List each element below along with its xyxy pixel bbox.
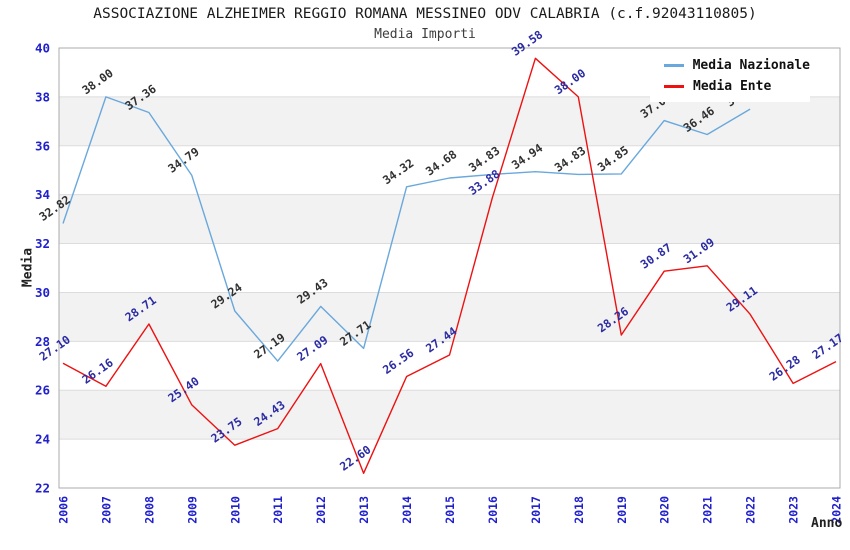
y-tick-label: 32 bbox=[35, 236, 50, 251]
x-tick-label: 2015 bbox=[443, 496, 457, 524]
y-tick-label: 40 bbox=[35, 41, 50, 56]
grid-band bbox=[59, 96, 840, 146]
x-tick-label: 2012 bbox=[314, 496, 328, 524]
legend-label-nazionale: Media Nazionale bbox=[692, 58, 810, 73]
series-line-media-ente bbox=[62, 57, 837, 474]
legend: Media Nazionale Media Ente bbox=[650, 50, 810, 102]
data-label: 38.00 bbox=[79, 66, 115, 97]
x-tick-label: 2008 bbox=[142, 496, 156, 524]
x-tick-label: 2011 bbox=[271, 496, 285, 524]
data-label: 34.68 bbox=[423, 147, 459, 178]
grid-band bbox=[59, 390, 840, 440]
data-label: 34.79 bbox=[165, 144, 201, 175]
data-label: 30.87 bbox=[638, 240, 674, 271]
x-tick-label: 2013 bbox=[357, 496, 371, 524]
data-label: 22.60 bbox=[337, 442, 373, 473]
x-tick-label: 2009 bbox=[185, 496, 199, 524]
legend-label-ente: Media Ente bbox=[693, 79, 772, 94]
data-label: 34.85 bbox=[595, 143, 631, 174]
x-tick-label: 2022 bbox=[744, 496, 758, 524]
plot-border bbox=[58, 47, 841, 489]
data-label: 34.83 bbox=[466, 143, 502, 174]
x-tick-label: 2010 bbox=[228, 496, 242, 524]
series-line-media-nazionale bbox=[62, 96, 751, 362]
data-label: 26.56 bbox=[380, 346, 416, 377]
x-tick-label: 2014 bbox=[400, 496, 414, 524]
x-tick-label: 2017 bbox=[529, 496, 543, 524]
legend-item-media-nazionale: Media Nazionale bbox=[664, 58, 810, 73]
x-tick-label: 2007 bbox=[99, 496, 113, 524]
legend-swatch-nazionale-line bbox=[664, 64, 684, 67]
y-tick-label: 38 bbox=[35, 89, 50, 104]
x-tick-label: 2006 bbox=[57, 496, 71, 524]
legend-swatch-ente-line bbox=[664, 85, 684, 88]
data-label: 34.32 bbox=[380, 156, 416, 187]
data-label: 26.28 bbox=[767, 352, 803, 383]
chart-title: ASSOCIAZIONE ALZHEIMER REGGIO ROMANA MES… bbox=[93, 6, 757, 22]
y-tick-label: 28 bbox=[35, 334, 50, 349]
grid-band bbox=[59, 292, 840, 342]
y-tick-label: 34 bbox=[35, 187, 50, 202]
x-tick-label: 2023 bbox=[787, 496, 801, 524]
data-label: 38.00 bbox=[552, 66, 588, 97]
y-tick-label: 26 bbox=[35, 383, 50, 398]
y-tick-label: 36 bbox=[35, 138, 50, 153]
x-tick-label: 2020 bbox=[658, 496, 672, 524]
chart-subtitle: Media Importi bbox=[374, 27, 476, 42]
y-tick-label: 22 bbox=[35, 481, 50, 496]
x-tick-label: 2018 bbox=[572, 496, 586, 524]
x-tick-label: 2019 bbox=[615, 496, 629, 524]
legend-item-media-ente: Media Ente bbox=[664, 79, 810, 94]
grid-band bbox=[59, 194, 840, 244]
y-tick-label: 30 bbox=[35, 285, 50, 300]
y-tick-label: 24 bbox=[35, 432, 50, 447]
x-tick-label: 2021 bbox=[701, 496, 715, 524]
x-axis-title: Anno bbox=[811, 516, 843, 531]
data-label: 34.83 bbox=[552, 143, 588, 174]
x-tick-label: 2016 bbox=[486, 496, 500, 524]
y-axis-title: Media bbox=[20, 247, 36, 288]
x-tick-label: 2024 bbox=[830, 496, 844, 524]
